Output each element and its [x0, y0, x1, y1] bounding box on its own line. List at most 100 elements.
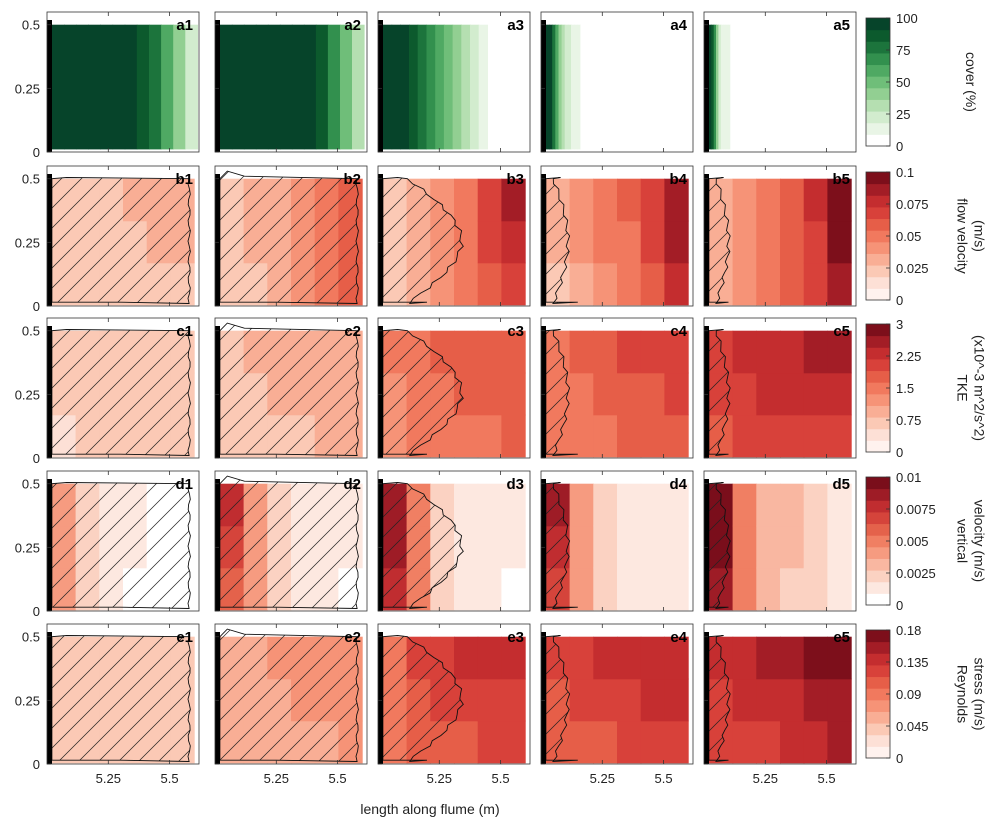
cover-band [327, 24, 341, 150]
flume-wall [704, 326, 709, 458]
colorbar-label: flow velocity [955, 198, 971, 273]
colorbar-swatch [866, 206, 890, 220]
colorbar-tick-label: 0.05 [896, 229, 921, 244]
panel-a5: a5 [703, 11, 857, 153]
colorbar-tick-label: 0.025 [896, 261, 929, 276]
field-cell [569, 414, 594, 458]
canopy-outline [51, 482, 191, 609]
panel-c1: c1 [46, 317, 200, 459]
cover-band [88, 24, 101, 150]
field-cell [477, 220, 502, 264]
field-cell [477, 414, 502, 458]
cover-band [352, 24, 365, 150]
cover-band [558, 24, 563, 150]
colorbar-swatch [866, 676, 890, 689]
colorbar-swatch [866, 253, 890, 266]
field-cell [593, 483, 618, 527]
x-axis-label: length along flume (m) [360, 801, 499, 817]
colorbar-swatch [866, 64, 890, 77]
field-cell [593, 414, 618, 458]
panel-e5: e5 [703, 623, 857, 765]
panel-label: a1 [176, 17, 193, 34]
canopy-hatch [219, 171, 359, 304]
field-cell [640, 330, 665, 374]
cover-band [735, 24, 739, 150]
field-cell [454, 262, 479, 306]
canopy-outline [545, 177, 578, 305]
cover-band [340, 24, 353, 150]
field-cell [803, 372, 828, 416]
panel-b2: b2 [214, 165, 368, 307]
field-cell [803, 720, 828, 764]
panel-frame [46, 623, 200, 765]
field-cell [732, 372, 757, 416]
panel-label: b2 [343, 171, 361, 188]
panel-d4: d4 [540, 470, 694, 612]
colorbar-swatch [866, 276, 890, 289]
colorbar-swatch [866, 699, 890, 712]
flume-wall [541, 20, 546, 152]
colorbar-swatch [866, 218, 890, 231]
flume-wall [541, 174, 546, 306]
panel-b4: b4 [540, 165, 694, 307]
flume-wall [704, 174, 709, 306]
field-cell [640, 720, 665, 764]
panel-a3: a3 [377, 11, 531, 153]
colorbar-tick-label: 0.045 [896, 719, 929, 734]
cover-band [303, 24, 317, 150]
field-cell [664, 567, 689, 611]
panel-frame [214, 11, 368, 153]
canopy-hatch [51, 635, 191, 762]
flume-wall [704, 479, 709, 611]
cover-band [478, 24, 488, 150]
canopy-outline [382, 482, 464, 610]
field-cell [827, 678, 852, 722]
panel-label: d3 [506, 476, 524, 493]
flume-wall [47, 632, 52, 764]
field-cell [640, 262, 665, 306]
cover-band [219, 24, 233, 150]
panel-frame [214, 470, 368, 612]
colorbar-swatch [866, 111, 890, 124]
field-cell [454, 636, 479, 680]
field-cell [803, 414, 828, 458]
colorbar-d: 0.01 0.0075 0.005 0.0025 0 vertical velocity (… [865, 470, 988, 613]
x-tick-label: 5.25 [427, 771, 452, 786]
panel-frame [377, 317, 531, 459]
colorbar-swatch [866, 630, 890, 643]
canopy-outline [51, 329, 191, 456]
field-cell [569, 372, 594, 416]
panel-frame [540, 317, 694, 459]
field-cell [664, 262, 689, 306]
colorbar-tick-label: 0.0075 [896, 502, 936, 517]
colorbar-a: 100 75 50 25 0 cover (%) [865, 11, 979, 154]
field-cell [640, 414, 665, 458]
panel-frame [703, 317, 857, 459]
colorbar-tick-label: 0 [896, 598, 903, 613]
panel-label: c2 [344, 323, 361, 340]
colorbar-tick-label: 1.5 [896, 381, 914, 396]
panel-frame [540, 165, 694, 307]
flume-wall [704, 632, 709, 764]
panel-frame [540, 11, 694, 153]
field-cell [454, 414, 479, 458]
axis-layer: 0 0.25 0.5 0 0.25 0.5 0 0.25 0.5 0 0.25 0.5 0 0.25 0.5… [15, 18, 836, 786]
field-cell [664, 220, 689, 264]
colorbar-label: Reynolds [955, 665, 971, 723]
colorbar-swatch [866, 535, 890, 548]
panel-label: b1 [175, 171, 193, 188]
canopy-outline [382, 329, 464, 457]
field-cell [827, 720, 852, 764]
field-cell [617, 330, 642, 374]
field-cell [732, 220, 757, 264]
panel-frame [377, 470, 531, 612]
colorbar-e: 0.18 0.135 0.09 0.045 0 Reynolds stress (m/s) [865, 623, 988, 766]
panel-label: a4 [670, 17, 687, 34]
field-cell [569, 525, 594, 569]
canopy-hatch [382, 635, 464, 762]
field-cell [803, 483, 828, 527]
field-cell [593, 372, 618, 416]
colorbar-swatch [866, 335, 890, 348]
field-cell [640, 678, 665, 722]
x-tick-label: 5.25 [96, 771, 121, 786]
